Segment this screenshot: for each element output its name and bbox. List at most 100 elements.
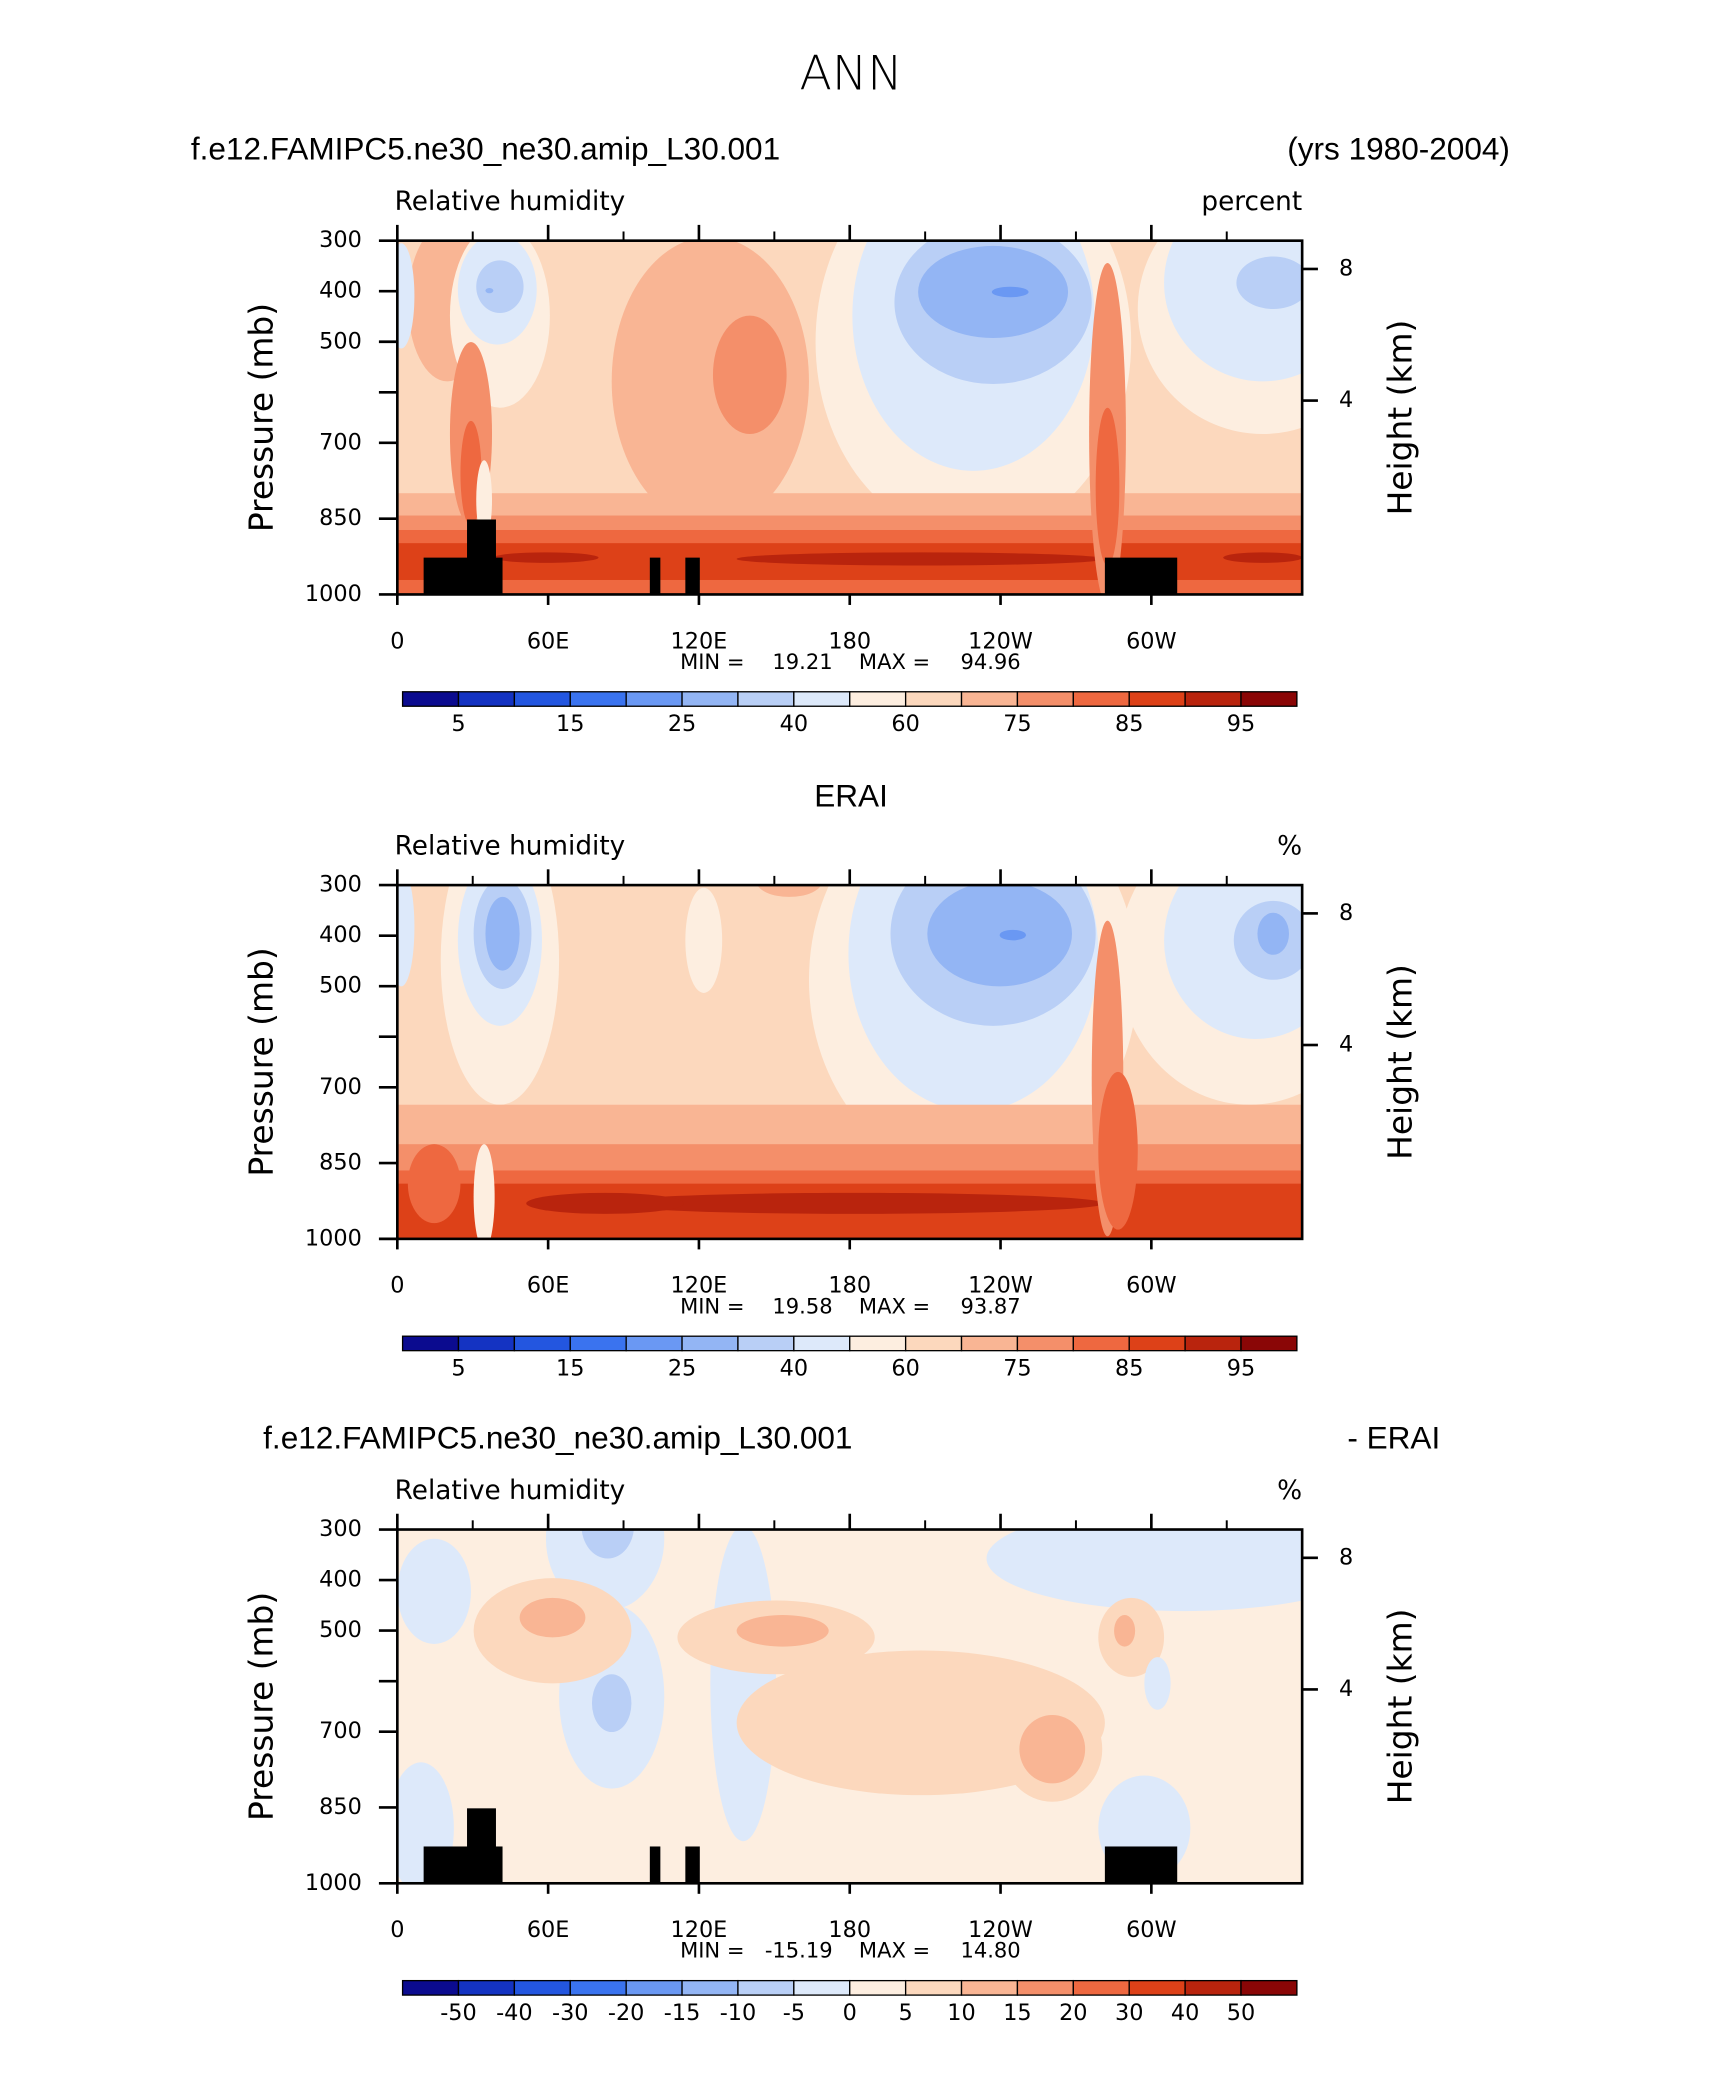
colorbar-label: -20: [608, 2000, 645, 2026]
x-tick-label: 60W: [1126, 1273, 1177, 1299]
colorbar-box: [960, 691, 1019, 707]
colorbar-label: 10: [947, 2000, 975, 2026]
colorbar-label: 25: [668, 711, 696, 737]
colorbar-box: [513, 1335, 571, 1352]
colorbar-box: [1016, 691, 1074, 707]
y-tick-label: 400: [319, 278, 362, 304]
y-tick-label: 400: [319, 1567, 362, 1593]
stat-value: 93.87: [960, 1293, 1020, 1318]
x-tick-label: 120E: [671, 628, 728, 654]
stat-label: MIN =: [680, 649, 744, 674]
colorbar-label: 30: [1115, 2000, 1143, 2026]
y-tick-label: 700: [319, 429, 362, 455]
contour-region: [757, 885, 822, 897]
contour-region: [1223, 552, 1303, 563]
colorbar-label: 20: [1059, 2000, 1087, 2026]
y-tick-label: 400: [319, 922, 362, 948]
colorbar-label: 15: [556, 1356, 584, 1382]
subtitle-left: Relative humidity: [395, 1476, 626, 1506]
topography: [1104, 1846, 1178, 1884]
colorbar-label: -5: [783, 2000, 805, 2026]
y2-tick-label: 4: [1339, 1676, 1353, 1702]
y-tick-label: 850: [319, 1794, 362, 1820]
contour-region: [493, 552, 599, 563]
y-tick-label: 300: [319, 227, 362, 253]
contour-region: [407, 1144, 461, 1224]
contour-region: [1095, 407, 1120, 566]
contour-region: [605, 1192, 1105, 1214]
y2-tick-label: 8: [1339, 1544, 1353, 1570]
colorbar-label: 15: [1003, 2000, 1031, 2026]
colorbar-box: [793, 1979, 851, 1996]
contour-region: [476, 260, 524, 314]
colorbar-label: 75: [1003, 1356, 1031, 1382]
x-tick-label: 120E: [671, 1917, 728, 1943]
topography: [493, 557, 503, 595]
contour-region: [712, 315, 787, 435]
colorbar-label: 60: [891, 711, 919, 737]
y-tick-label: 500: [319, 973, 362, 999]
y-tick-label: 300: [319, 1516, 362, 1542]
colorbar-box: [1184, 1335, 1242, 1352]
colorbar-box: [904, 691, 963, 707]
y-axis-label: Pressure (mb): [242, 303, 281, 532]
colorbar-box: [625, 691, 683, 707]
x-tick-label: 0: [390, 1917, 404, 1943]
colorbar-label: 5: [899, 2000, 913, 2026]
panel: ERAI Relative humidity % 0 60E 120E 180 120W 60W…: [242, 778, 1420, 1382]
colorbar-box: [1072, 1335, 1130, 1352]
contour-region: [476, 460, 493, 540]
colorbar-box: [401, 1979, 460, 1996]
x-tick-label: 0: [390, 628, 404, 654]
x-tick-label: 60W: [1126, 628, 1177, 654]
colorbar-box: [457, 1979, 516, 1996]
subtitle-right: percent: [1201, 187, 1302, 217]
colorbar-box: [401, 691, 460, 707]
colorbar-box: [1072, 1979, 1130, 1996]
topography: [685, 1846, 700, 1884]
colorbar-box: [904, 1979, 963, 1996]
topography: [649, 1846, 661, 1884]
x-tick-label: 60E: [527, 628, 570, 654]
colorbar-label: 40: [780, 1356, 808, 1382]
colorbar-box: [1240, 1335, 1298, 1352]
contour-region: [397, 1538, 471, 1644]
colorbar-label: -50: [440, 2000, 477, 2026]
colorbar-box: [793, 1335, 851, 1352]
contour-region: [1257, 912, 1290, 955]
topography: [423, 557, 474, 595]
colorbar-label: -10: [720, 2000, 756, 2026]
contour-region: [397, 885, 415, 987]
colorbar-box: [1072, 691, 1130, 707]
x-tick-label: 180: [828, 1917, 871, 1943]
stat-value: -15.19: [765, 1938, 833, 1963]
colorbar-box: [960, 1979, 1019, 1996]
contour-region: [1114, 1615, 1136, 1647]
colorbar-box: [513, 1979, 571, 1996]
subtitle-left: Relative humidity: [395, 187, 626, 217]
stat-label: MAX =: [859, 1293, 930, 1318]
y-tick-label: 500: [319, 1617, 362, 1643]
y2-axis-label: Height (km): [1381, 320, 1420, 516]
colorbar-box: [1128, 1979, 1186, 1996]
y2-axis-label: Height (km): [1381, 1609, 1420, 1805]
stat-label: MAX =: [859, 649, 930, 674]
colorbar-label: -30: [552, 2000, 589, 2026]
contour-region: [710, 1529, 777, 1842]
contour-region: [1236, 256, 1303, 310]
figure-title: ANN: [799, 46, 902, 101]
colorbar-box: [1128, 1335, 1186, 1352]
stat-label: MAX =: [859, 1938, 930, 1963]
colorbar-label: 0: [843, 2000, 857, 2026]
colorbar-label: 85: [1115, 1356, 1143, 1382]
colorbar-label: 15: [556, 711, 584, 737]
colorbar-box: [904, 1335, 963, 1352]
colorbar-label: 75: [1003, 711, 1031, 737]
contour-region: [485, 288, 494, 294]
y-tick-label: 700: [319, 1074, 362, 1100]
x-tick-label: 60E: [527, 1917, 570, 1943]
topography: [1104, 557, 1178, 595]
colorbar-box: [1240, 1979, 1298, 1996]
